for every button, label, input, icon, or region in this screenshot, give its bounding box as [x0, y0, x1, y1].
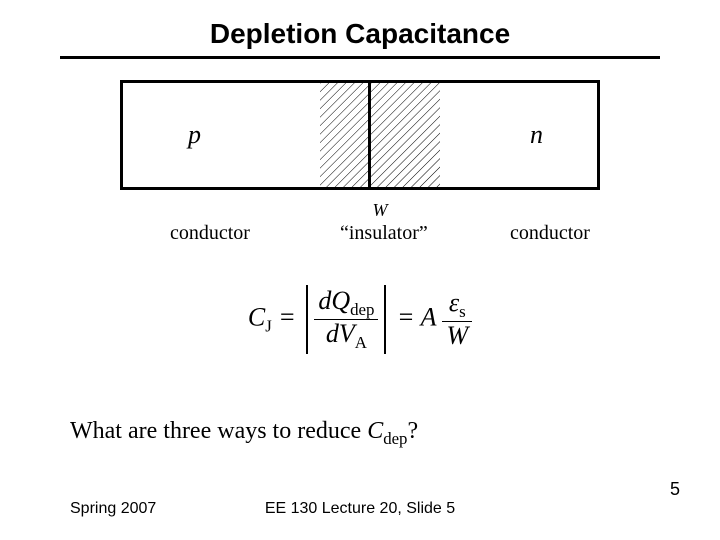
role-insulator: “insulator”: [340, 222, 428, 245]
footer-course: EE 130 Lecture 20, Slide 5: [0, 500, 720, 518]
role-conductor-left: conductor: [170, 222, 250, 245]
eq-frac1: dQdep dVA: [314, 287, 378, 352]
question-sub: dep: [383, 429, 407, 448]
slide-title: Depletion Capacitance: [0, 18, 720, 50]
eq-abs: dQdep dVA: [306, 285, 386, 354]
eq-eps: ε: [449, 288, 459, 317]
eq-C-sub: J: [265, 317, 272, 336]
n-side-label: n: [530, 120, 543, 150]
question-text: What are three ways to reduce Cdep?: [70, 418, 418, 449]
eq-equals-2: =: [397, 302, 421, 331]
question-sym: C: [367, 418, 383, 444]
footer-page: 5: [670, 479, 680, 500]
eq-A: A: [421, 302, 436, 331]
eq-W: W: [442, 322, 472, 349]
eq-dQ-sub: dep: [350, 300, 374, 319]
eq-dV-sub: A: [355, 333, 367, 352]
question-suffix: ?: [407, 418, 418, 444]
p-side-label: p: [188, 120, 201, 150]
depletion-width-label: W: [320, 200, 440, 221]
eq-equals-1: =: [278, 302, 302, 331]
eq-frac2: εs W: [442, 289, 472, 349]
pn-diagram: p n: [120, 80, 600, 200]
eq-C: C: [248, 302, 265, 331]
eq-eps-sub: s: [459, 303, 466, 322]
eq-dV: dV: [326, 319, 355, 348]
capacitance-equation: CJ = dQdep dVA = A εs W: [0, 285, 720, 354]
role-conductor-right: conductor: [510, 222, 590, 245]
question-prefix: What are three ways to reduce: [70, 418, 367, 444]
junction-line: [368, 83, 371, 187]
title-rule: [60, 56, 660, 59]
depletion-region-hatch: [320, 83, 440, 187]
eq-dQ: dQ: [318, 286, 350, 315]
